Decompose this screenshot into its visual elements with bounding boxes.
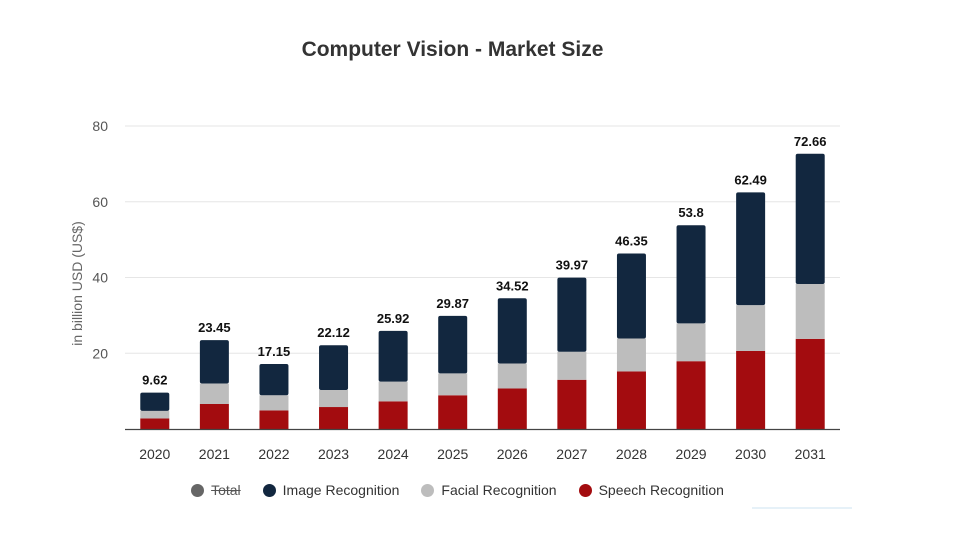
x-tick-label: 2031: [795, 446, 826, 462]
data-label-total: 17.15: [258, 344, 291, 359]
bar-segment-facial-recognition: [199, 383, 229, 405]
bar-segment-facial-recognition: [795, 283, 825, 339]
legend-item-speech-recognition[interactable]: Speech Recognition: [578, 482, 724, 498]
y-tick-label: 80: [92, 118, 108, 134]
x-tick-label: 2022: [258, 446, 289, 462]
y-tick-label: 60: [92, 194, 108, 210]
bar-segment-facial-recognition: [676, 323, 706, 362]
x-tick-label: 2026: [497, 446, 528, 462]
legend-label-image-recognition: Image Recognition: [282, 482, 400, 498]
data-label-total: 23.45: [198, 320, 231, 335]
x-tick-label: 2020: [139, 446, 170, 462]
bar-segment-facial-recognition: [616, 338, 646, 372]
legend-item-image-recognition[interactable]: Image Recognition: [262, 482, 400, 498]
legend-label-facial-recognition: Facial Recognition: [441, 482, 557, 498]
x-tick-label: 2025: [437, 446, 468, 462]
bar-segment-speech-recognition: [616, 371, 646, 429]
bar-segment-image-recognition: [795, 153, 825, 284]
bar-segment-image-recognition: [140, 392, 170, 411]
footer-divider: [752, 507, 852, 509]
bar-segment-facial-recognition: [259, 395, 289, 411]
legend-marker-total: [191, 483, 205, 497]
data-label-total: 62.49: [734, 172, 767, 187]
bar-segment-image-recognition: [378, 330, 408, 382]
bar-segment-facial-recognition: [736, 305, 766, 351]
bar-segment-facial-recognition: [140, 410, 170, 419]
data-label-total: 46.35: [615, 233, 648, 248]
x-tick-label: 2027: [556, 446, 587, 462]
legend-label-speech-recognition: Speech Recognition: [598, 482, 724, 498]
x-tick-label: 2030: [735, 446, 766, 462]
bar-segment-image-recognition: [616, 253, 646, 339]
bar-segment-image-recognition: [438, 315, 468, 374]
bar-segment-image-recognition: [259, 364, 289, 396]
data-label-total: 53.8: [678, 205, 703, 220]
x-tick-label: 2028: [616, 446, 647, 462]
legend-marker-facial-recognition: [421, 483, 435, 497]
bar-segment-speech-recognition: [795, 338, 825, 429]
bar-segment-image-recognition: [497, 298, 527, 364]
bar-segment-image-recognition: [319, 345, 349, 390]
bar-segment-speech-recognition: [497, 388, 527, 429]
legend-marker-image-recognition: [262, 483, 276, 497]
data-label-total: 39.97: [556, 258, 589, 273]
bar-segment-facial-recognition: [557, 351, 587, 380]
x-tick-label: 2029: [675, 446, 706, 462]
bar-segment-facial-recognition: [497, 363, 527, 389]
bar-segment-speech-recognition: [140, 418, 170, 429]
data-label-total: 9.62: [142, 373, 167, 388]
x-tick-label: 2021: [199, 446, 230, 462]
bar-segment-image-recognition: [736, 192, 766, 306]
bar-segment-image-recognition: [557, 277, 587, 352]
legend-marker-speech-recognition: [578, 483, 592, 497]
chart-legend: Total Image Recognition Facial Recogniti…: [0, 482, 915, 498]
data-label-total: 34.52: [496, 278, 529, 293]
bar-segment-speech-recognition: [676, 361, 706, 429]
x-tick-label: 2023: [318, 446, 349, 462]
y-tick-label: 20: [92, 345, 108, 361]
data-label-total: 25.92: [377, 311, 410, 326]
bar-segment-speech-recognition: [319, 407, 349, 429]
bar-segment-image-recognition: [199, 340, 229, 384]
bar-segment-speech-recognition: [199, 404, 229, 429]
y-axis-title: in billion USD (US$): [69, 221, 85, 345]
bar-segment-speech-recognition: [438, 395, 468, 429]
data-label-total: 29.87: [436, 296, 469, 311]
bar-segment-image-recognition: [676, 225, 706, 324]
bar-segment-facial-recognition: [378, 381, 408, 402]
bar-segment-speech-recognition: [259, 410, 289, 429]
legend-item-facial-recognition[interactable]: Facial Recognition: [421, 482, 557, 498]
bar-segment-facial-recognition: [319, 389, 349, 408]
bar-segment-facial-recognition: [438, 373, 468, 396]
bar-segment-speech-recognition: [736, 350, 766, 429]
chart-title: Computer Vision - Market Size: [301, 38, 604, 61]
legend-label-total: Total: [211, 482, 241, 498]
data-label-total: 72.66: [794, 134, 827, 149]
bar-segment-speech-recognition: [378, 401, 408, 429]
y-tick-label: 40: [92, 270, 108, 286]
bar-segment-speech-recognition: [557, 379, 587, 429]
legend-item-total[interactable]: Total: [191, 482, 241, 498]
data-label-total: 22.12: [317, 325, 350, 340]
x-tick-label: 2024: [378, 446, 409, 462]
